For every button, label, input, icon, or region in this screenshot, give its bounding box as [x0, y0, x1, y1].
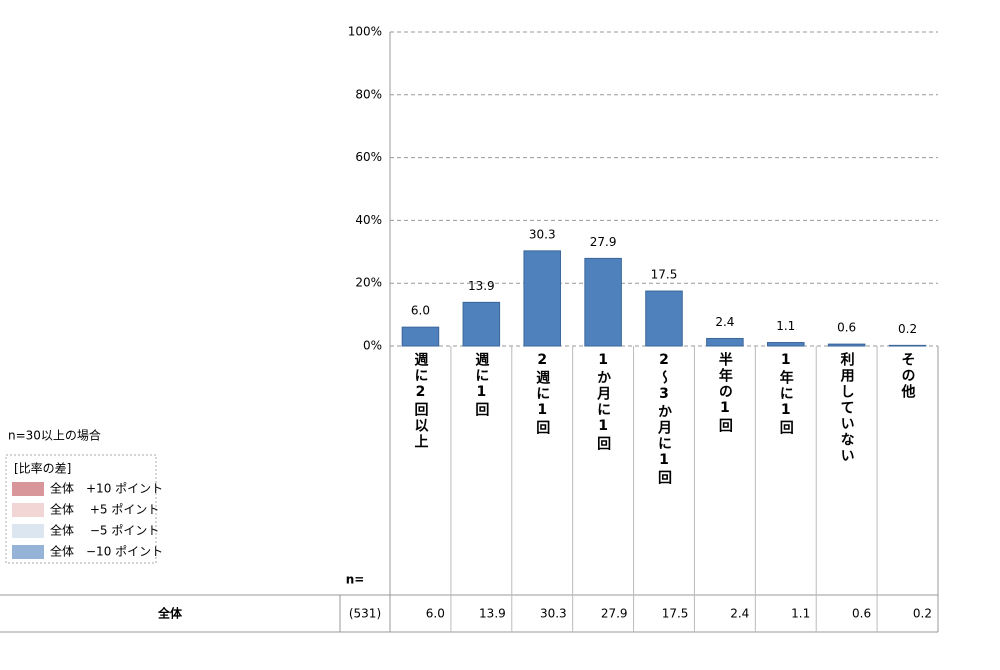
table-value: 13.9	[479, 607, 506, 621]
value-label: 6.0	[411, 304, 430, 318]
bar	[645, 290, 683, 347]
table-value: 0.2	[913, 607, 932, 621]
value-label: 30.3	[529, 227, 556, 241]
bar	[827, 343, 866, 347]
y-tick-label: 80%	[355, 87, 382, 101]
table-value: 6.0	[426, 607, 445, 621]
y-tick-label: 40%	[355, 213, 382, 227]
x-tick-label: 半年の1回	[717, 351, 733, 434]
y-tick-label: 20%	[355, 276, 382, 290]
value-label: 17.5	[651, 268, 678, 282]
note: n=30以上の場合	[8, 428, 101, 443]
legend-label: 全体 −10 ポイント	[50, 544, 163, 559]
table-value: 27.9	[601, 607, 628, 621]
legend-swatch	[12, 545, 44, 559]
legend-frame	[5, 454, 157, 564]
table-value: 2.4	[730, 607, 749, 621]
n-label: n=	[346, 573, 365, 587]
table-value: 1.1	[791, 607, 810, 621]
table-value: 0.6	[852, 607, 871, 621]
y-tick-label: 0%	[363, 339, 382, 353]
bar	[584, 257, 622, 347]
legend-label: 全体 −5 ポイント	[50, 523, 159, 538]
legend-swatch	[12, 524, 44, 538]
x-tick-label: 利用していない	[839, 351, 855, 464]
legend-swatch	[12, 482, 44, 496]
value-label: 1.1	[776, 319, 795, 333]
x-tick-label: 1年に1回	[778, 352, 794, 436]
n-value: (531)	[349, 607, 381, 621]
legend-label: 全体 +5 ポイント	[50, 502, 159, 517]
bar	[767, 342, 805, 347]
y-tick-label: 60%	[355, 150, 382, 164]
value-label: 2.4	[715, 315, 734, 329]
bar	[462, 301, 501, 347]
bar	[523, 250, 561, 347]
value-label: 0.2	[898, 322, 917, 336]
x-tick-label: 1か月に1回	[595, 352, 612, 452]
row-label: 全体	[157, 606, 183, 621]
value-label: 13.9	[468, 279, 495, 293]
x-tick-label: その他	[900, 352, 917, 400]
x-tick-label: 2週に1回	[534, 352, 550, 436]
legend-title: [比率の差]	[14, 461, 71, 476]
bar	[888, 344, 927, 347]
value-label: 0.6	[837, 321, 856, 335]
bar	[401, 326, 440, 347]
bar	[706, 337, 744, 347]
table-value: 30.3	[540, 607, 567, 621]
y-tick-label: 100%	[348, 25, 382, 39]
legend-swatch	[12, 503, 44, 517]
x-tick-label: 2～3か月に1回	[656, 352, 673, 486]
value-label: 27.9	[590, 235, 617, 249]
legend-label: 全体 +10 ポイント	[50, 481, 163, 496]
table-value: 17.5	[662, 607, 689, 621]
x-tick-label: 週に1回	[473, 352, 489, 418]
x-tick-label: 週に2回以上	[412, 352, 428, 450]
